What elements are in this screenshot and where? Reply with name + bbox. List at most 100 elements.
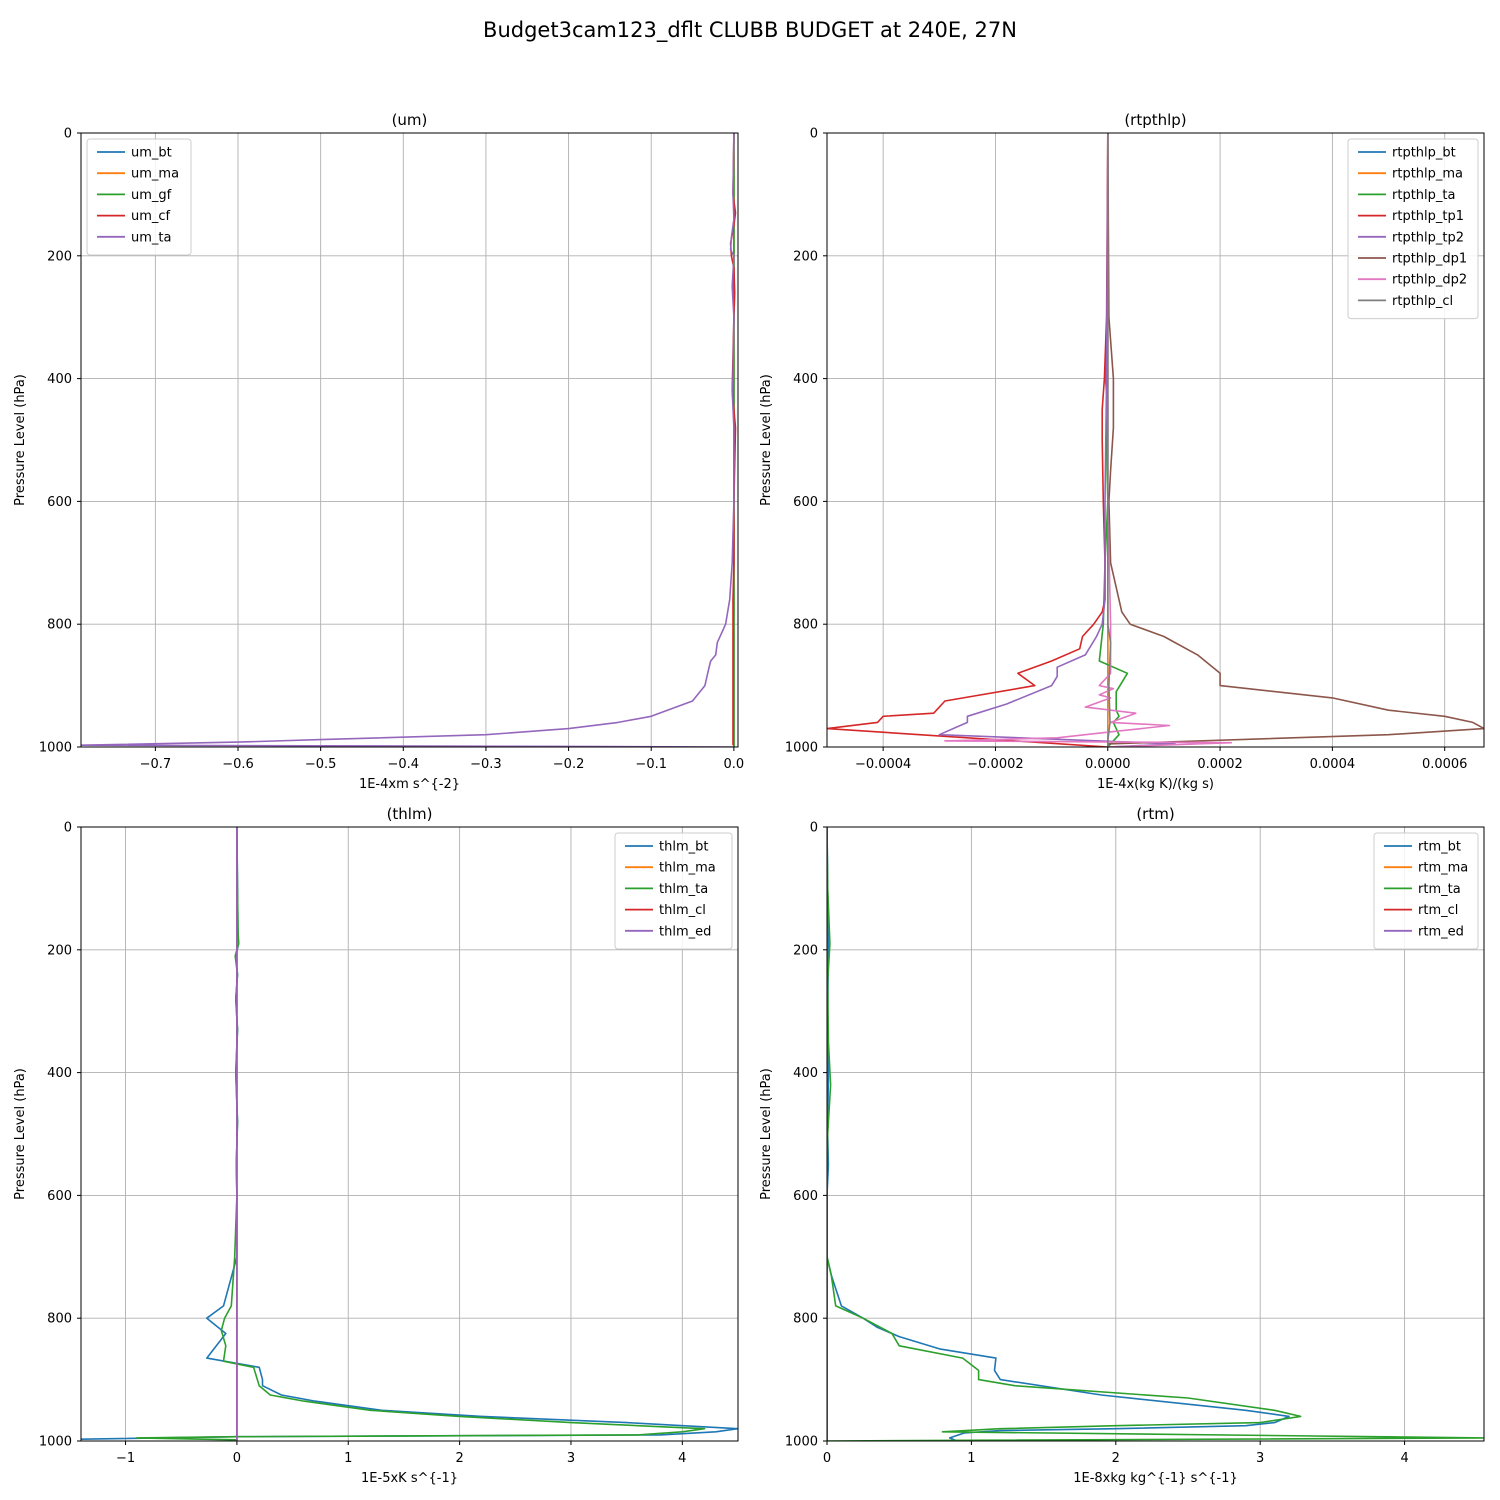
series-line-rtm_ta (827, 827, 1484, 1441)
axes-frame (80, 132, 739, 748)
x-axis-label: 1E-5xK s^{-1} (361, 1471, 458, 1486)
y-tick-label: 400 (793, 372, 818, 387)
legend-frame (614, 832, 733, 950)
y-tick-label: 0 (64, 821, 72, 836)
y-tick-label: 0 (64, 127, 72, 142)
legend-label: um_ta (131, 230, 171, 245)
y-tick-label: 0 (810, 127, 818, 142)
y-tick-label: 1000 (785, 1435, 818, 1450)
legend-label: rtpthlp_dp2 (1392, 273, 1467, 288)
legend-label: rtm_cl (1418, 903, 1458, 918)
y-tick-label: 400 (793, 1066, 818, 1081)
legend-label: thlm_ta (659, 882, 708, 897)
legend-label: rtpthlp_ta (1392, 188, 1455, 203)
legend-label: rtm_ed (1418, 924, 1464, 939)
x-tick-label: 2 (1112, 1451, 1120, 1466)
subplot-4: 0 1 2 3 4 0 200 400 600 800 1000 (rtm) 1E-8xkg kg^{-… (759, 805, 1485, 1486)
y-axis-label: Pressure Level (hPa) (13, 374, 28, 506)
axes-frame (826, 132, 1485, 748)
x-tick-label: 0.0000 (1085, 757, 1131, 772)
x-tick-label: −0.0004 (855, 757, 911, 772)
legend-label: thlm_bt (659, 840, 708, 855)
panels: −0.7 −0.6 −0.5 −0.4 −0.3 −0.2 −0.1 0.0020040060… (13, 111, 1485, 1486)
y-axis-label: Pressure Level (hPa) (13, 1068, 28, 1200)
x-tick-label: 0.0006 (1422, 757, 1468, 772)
series-line-rtpthlp_ta (1098, 133, 1129, 747)
legend: rtm_bt rtm_ma rtm_ta rtm_cl rtm_ed (1373, 832, 1479, 950)
legend-label: rtpthlp_cl (1392, 294, 1453, 309)
legend-label: thlm_ma (659, 861, 716, 876)
series-group (827, 133, 1484, 747)
x-tick-label: 1 (344, 1451, 352, 1466)
legend-label: um_ma (131, 167, 179, 182)
x-tick-label: 0.0002 (1197, 757, 1243, 772)
legend-label: rtpthlp_tp2 (1392, 230, 1464, 245)
x-tick-label: 2 (455, 1451, 463, 1466)
subplot-title: (thlm) (387, 805, 433, 823)
subplot-title: (um) (392, 111, 428, 129)
y-tick-label: 200 (793, 943, 818, 958)
y-tick-label: 1000 (39, 741, 72, 756)
legend-label: rtm_ta (1418, 882, 1461, 897)
legend-frame (86, 138, 192, 256)
y-tick-label: 200 (47, 943, 72, 958)
x-tick-label: −1 (116, 1451, 135, 1466)
y-axis-label: Pressure Level (hPa) (759, 374, 774, 506)
legend-label: thlm_ed (659, 924, 711, 939)
legend-label: rtm_ma (1418, 861, 1468, 876)
x-tick-label: −0.6 (222, 757, 254, 772)
series-group (81, 133, 737, 747)
series-line-um_ta (81, 133, 735, 747)
x-tick-label: 0.0004 (1310, 757, 1356, 772)
legend-label: thlm_cl (659, 903, 706, 918)
subplot-3: −1 0 1 2 3 4 0 200 400 600 800 1000 (thlm) 1E-5xK s^{… (13, 805, 739, 1486)
y-tick-label: 400 (47, 372, 72, 387)
x-tick-label: −0.5 (305, 757, 337, 772)
axes-frame (80, 826, 739, 1442)
legend-label: rtpthlp_tp1 (1392, 209, 1464, 224)
y-tick-label: 600 (793, 495, 818, 510)
x-tick-label: 1 (967, 1451, 975, 1466)
subplot-1: −0.7 −0.6 −0.5 −0.4 −0.3 −0.2 −0.1 0.0 0 200 400 60… (13, 111, 744, 792)
x-tick-label: 4 (678, 1451, 686, 1466)
series-group (827, 827, 1484, 1441)
y-tick-label: 600 (793, 1189, 818, 1204)
series-line-rtpthlp_tp1 (827, 133, 1109, 747)
y-tick-label: 200 (47, 249, 72, 264)
series-group (81, 827, 738, 1441)
y-tick-label: 600 (47, 495, 72, 510)
x-tick-label: −0.4 (388, 757, 420, 772)
series-line-rtpthlp_cl (1107, 133, 1112, 747)
x-tick-label: −0.7 (140, 757, 172, 772)
y-tick-label: 0 (810, 821, 818, 836)
x-tick-label: 0 (233, 1451, 241, 1466)
y-tick-label: 800 (793, 1312, 818, 1327)
x-axis-label: 1E-8xkg kg^{-1} s^{-1} (1073, 1471, 1238, 1486)
legend-label: um_gf (131, 188, 172, 203)
series-line-rtpthlp_dp1 (1107, 133, 1484, 745)
y-tick-label: 1000 (785, 741, 818, 756)
legend-frame (1373, 832, 1479, 950)
y-tick-label: 800 (47, 618, 72, 633)
legend-label: rtpthlp_dp1 (1392, 252, 1467, 267)
subplot-2: −0.0004 −0.0002 0.0000 0.0002 0.0004 0.0006 0 2… (759, 111, 1485, 792)
x-tick-label: 3 (567, 1451, 575, 1466)
y-tick-label: 400 (47, 1066, 72, 1081)
x-tick-label: 0 (823, 1451, 831, 1466)
x-axis-label: 1E-4x(kg K)/(kg s) (1097, 777, 1214, 792)
legend: rtpthlp_bt rtpthlp_ma rtpthlp_ta rtpthlp_tp… (1347, 138, 1479, 320)
y-tick-label: 200 (793, 249, 818, 264)
x-axis-label: 1E-4xm s^{-2} (359, 777, 460, 792)
x-tick-label: −0.0002 (967, 757, 1023, 772)
y-tick-label: 800 (793, 618, 818, 633)
y-tick-label: 1000 (39, 1435, 72, 1450)
x-tick-label: −0.2 (553, 757, 585, 772)
legend: um_bt um_ma um_gf um_cf um_ta (86, 138, 192, 256)
x-tick-label: −0.1 (635, 757, 667, 772)
y-axis-label: Pressure Level (hPa) (759, 1068, 774, 1200)
x-tick-label: 3 (1256, 1451, 1264, 1466)
legend-label: um_cf (131, 209, 171, 224)
x-tick-label: −0.3 (470, 757, 502, 772)
legend-label: um_bt (131, 146, 172, 161)
